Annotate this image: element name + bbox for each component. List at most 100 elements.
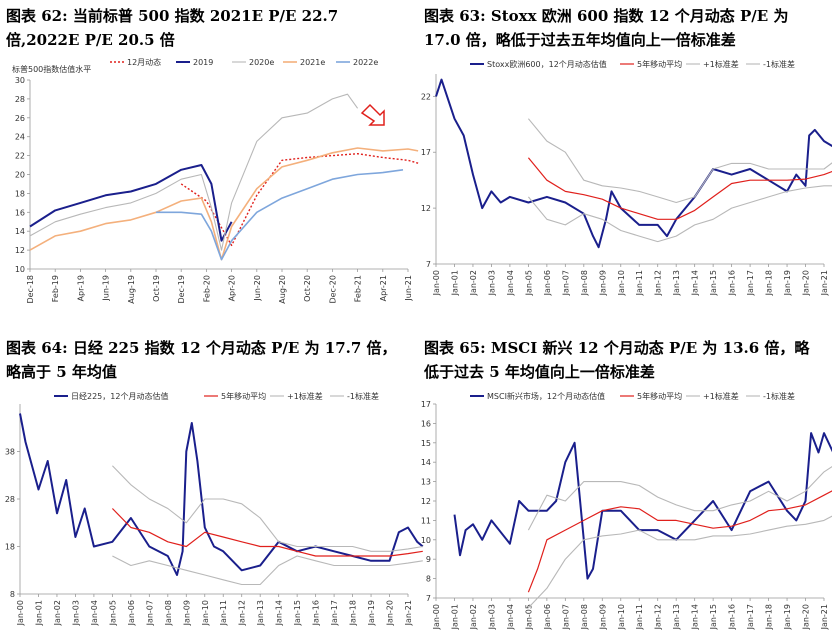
series-line-gray xyxy=(528,515,832,609)
series-line-red xyxy=(111,508,423,557)
x-tick-label: Jan-07 xyxy=(561,270,570,296)
x-tick-label: Jun-20 xyxy=(253,275,262,302)
legend-label: 2019 xyxy=(193,58,213,67)
sp500-pe-chart: 10 12 14 16 18 20 22 24 26 28 30 Dec-18 Feb-19 Apr-19… xyxy=(12,57,419,304)
x-tick-label: Jan-03 xyxy=(487,604,496,630)
y-tick-label: 20 xyxy=(15,171,25,180)
x-tick-label: Jan-15 xyxy=(709,604,718,630)
x-tick-label: Jan-20 xyxy=(802,604,811,630)
x-tick-label: Jan-09 xyxy=(598,270,607,296)
y-tick-label: 8 xyxy=(10,590,15,599)
x-tick-label: Jan-18 xyxy=(765,604,774,630)
y-tick-label: 18 xyxy=(15,189,25,198)
y-tick-label: 24 xyxy=(15,133,25,142)
x-tick-label: Jan-13 xyxy=(256,600,265,626)
x-tick-label: Jan-07 xyxy=(145,600,154,626)
series-line-orange xyxy=(29,147,419,261)
series-line-gray xyxy=(112,465,423,552)
x-tick-label: Jan-16 xyxy=(312,600,321,626)
y-tick-label: 10 xyxy=(421,536,431,545)
x-tick-label: Jan-03 xyxy=(487,270,496,296)
x-tick-label: Jan-06 xyxy=(127,600,136,626)
y-tick-label: 14 xyxy=(421,458,431,467)
x-tick-label: Jan-21 xyxy=(820,604,829,630)
y-tick-label: 7 xyxy=(426,594,431,603)
x-tick-label: Jan-10 xyxy=(617,604,626,630)
x-tick-label: Jan-14 xyxy=(275,600,284,626)
legend-label: +1标准差 xyxy=(703,59,739,69)
y-tick-label: 14 xyxy=(15,227,25,236)
y-tick-label: 9 xyxy=(426,555,431,564)
legend-label: 12月动态 xyxy=(127,57,161,67)
x-tick-label: Jan-13 xyxy=(672,270,681,296)
x-tick-label: Jan-10 xyxy=(617,270,626,296)
x-tick-label: Jan-02 xyxy=(53,600,62,626)
x-tick-label: Jan-04 xyxy=(506,604,515,630)
y-tick-label: 22 xyxy=(15,152,25,161)
x-tick-label: Jan-08 xyxy=(580,604,589,630)
x-tick-label: Jan-01 xyxy=(450,270,459,296)
y-tick-label: 12 xyxy=(421,204,431,213)
x-tick-label: Jan-12 xyxy=(238,600,247,626)
x-tick-label: Jan-09 xyxy=(182,600,191,626)
x-tick-label: Jan-05 xyxy=(108,600,117,626)
x-tick-label: Jan-06 xyxy=(543,270,552,296)
x-tick-label: Jan-13 xyxy=(672,604,681,630)
series-line-gray xyxy=(527,118,832,204)
legend-label: 5年移动平均 xyxy=(637,391,682,401)
legend-label: Stoxx欧洲600，12个月动态估值 xyxy=(487,59,607,69)
legend-label: 2022e xyxy=(353,58,378,67)
y-tick-label: 17 xyxy=(421,400,431,409)
y-tick-label: 16 xyxy=(421,419,431,428)
y-tick-label: 28 xyxy=(5,495,15,504)
x-tick-label: Jan-14 xyxy=(691,270,700,296)
legend-label: 2020e xyxy=(249,58,274,67)
legend-label: -1标准差 xyxy=(763,391,795,401)
y-tick-label: 30 xyxy=(15,76,25,85)
series-line-navy xyxy=(29,164,233,242)
x-tick-label: Jan-00 xyxy=(432,270,441,296)
x-tick-label: Jan-11 xyxy=(219,600,228,626)
x-tick-label: Jan-20 xyxy=(802,270,811,296)
x-tick-label: Jan-18 xyxy=(765,270,774,296)
x-tick-label: Apr-20 xyxy=(228,275,237,301)
y-tick-label: 28 xyxy=(15,95,25,104)
y-tick-label: 12 xyxy=(15,246,25,255)
x-tick-label: Jan-14 xyxy=(691,604,700,630)
legend-label: MSCI新兴市场，12个月动态估值 xyxy=(487,391,605,401)
legend-label: 日经225，12个月动态估值 xyxy=(71,391,168,401)
x-tick-label: Jan-19 xyxy=(783,270,792,296)
y-tick-label: 22 xyxy=(421,92,431,101)
chart-65-title: 图表 65: MSCI 新兴 12 个月动态 P/E 为 13.6 倍，略低于过… xyxy=(424,339,810,381)
x-tick-label: Jan-00 xyxy=(16,600,25,626)
x-tick-label: Jan-10 xyxy=(201,600,210,626)
x-tick-label: Jan-02 xyxy=(469,270,478,296)
x-tick-label: Jan-08 xyxy=(580,270,589,296)
y-tick-label: 16 xyxy=(15,208,25,217)
legend-label: 5年移动平均 xyxy=(221,391,266,401)
series-line-dotred xyxy=(180,152,419,247)
series-line-gray xyxy=(527,465,832,531)
x-tick-label: Jun-19 xyxy=(102,275,111,302)
x-tick-label: Aug-20 xyxy=(278,275,287,304)
y-tick-label: 17 xyxy=(421,148,431,157)
x-tick-label: Oct-19 xyxy=(152,275,161,302)
legend-label: 2021e xyxy=(300,58,325,67)
x-tick-label: Feb-21 xyxy=(354,275,363,302)
x-tick-label: Jan-20 xyxy=(386,600,395,626)
nikkei225-pe-chart: 8 18 28 38 Jan-00 Jan-01 Jan-02 Jan-03 Jan-04 Jan… xyxy=(5,391,424,626)
x-tick-label: Jan-21 xyxy=(404,600,413,626)
x-tick-label: Feb-19 xyxy=(51,275,60,302)
x-tick-label: Jan-18 xyxy=(349,600,358,626)
x-tick-label: Jan-17 xyxy=(330,600,339,626)
x-tick-label: Jan-11 xyxy=(635,604,644,630)
x-tick-label: Jan-09 xyxy=(598,604,607,630)
series-line-navy xyxy=(453,432,832,580)
x-tick-label: Jan-07 xyxy=(561,604,570,630)
x-tick-label: Apr-19 xyxy=(76,275,85,301)
x-tick-label: Oct-20 xyxy=(303,275,312,302)
x-tick-label: Jan-12 xyxy=(654,270,663,296)
arrow-down-right-icon xyxy=(360,103,385,126)
x-tick-label: Jan-19 xyxy=(367,600,376,626)
x-tick-label: Jan-12 xyxy=(654,604,663,630)
